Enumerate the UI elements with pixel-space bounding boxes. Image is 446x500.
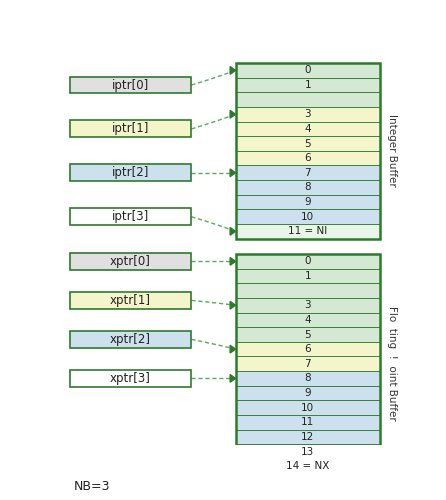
Text: 7: 7 <box>304 168 311 178</box>
Text: 1: 1 <box>304 271 311 281</box>
FancyBboxPatch shape <box>235 180 380 194</box>
Text: 10: 10 <box>301 402 314 412</box>
FancyBboxPatch shape <box>70 120 191 138</box>
FancyBboxPatch shape <box>70 292 191 309</box>
FancyBboxPatch shape <box>70 76 191 94</box>
FancyBboxPatch shape <box>70 331 191 348</box>
FancyBboxPatch shape <box>235 136 380 151</box>
Polygon shape <box>230 258 235 265</box>
Text: 5: 5 <box>304 138 311 148</box>
Text: 1: 1 <box>304 80 311 90</box>
Text: 7: 7 <box>304 359 311 369</box>
Text: 0: 0 <box>304 66 311 76</box>
Text: 9: 9 <box>304 197 311 207</box>
FancyBboxPatch shape <box>235 356 380 371</box>
Polygon shape <box>230 374 235 382</box>
Text: 12: 12 <box>301 432 314 442</box>
FancyBboxPatch shape <box>70 208 191 225</box>
FancyBboxPatch shape <box>235 254 380 268</box>
FancyBboxPatch shape <box>235 400 380 415</box>
FancyBboxPatch shape <box>235 122 380 136</box>
Text: 0: 0 <box>304 256 311 266</box>
Text: iptr[2]: iptr[2] <box>112 166 149 179</box>
FancyBboxPatch shape <box>235 63 380 78</box>
Polygon shape <box>230 228 235 235</box>
FancyBboxPatch shape <box>235 268 380 283</box>
Text: 11: 11 <box>301 418 314 428</box>
FancyBboxPatch shape <box>235 327 380 342</box>
FancyBboxPatch shape <box>235 298 380 312</box>
FancyBboxPatch shape <box>235 224 380 238</box>
Text: 8: 8 <box>304 182 311 192</box>
FancyBboxPatch shape <box>235 284 380 298</box>
Text: Integer Buffer: Integer Buffer <box>387 114 397 187</box>
Text: xptr[3]: xptr[3] <box>110 372 151 385</box>
FancyBboxPatch shape <box>235 107 380 122</box>
Text: 6: 6 <box>304 153 311 163</box>
FancyBboxPatch shape <box>235 210 380 224</box>
FancyBboxPatch shape <box>235 459 380 473</box>
Text: iptr[1]: iptr[1] <box>112 122 149 136</box>
Text: 4: 4 <box>304 124 311 134</box>
Text: 11 = NI: 11 = NI <box>288 226 327 236</box>
Text: 4: 4 <box>304 315 311 325</box>
Text: 5: 5 <box>304 330 311 340</box>
FancyBboxPatch shape <box>70 370 191 387</box>
Text: 9: 9 <box>304 388 311 398</box>
Polygon shape <box>230 302 235 309</box>
FancyBboxPatch shape <box>235 342 380 356</box>
FancyBboxPatch shape <box>235 430 380 444</box>
Text: 10: 10 <box>301 212 314 222</box>
FancyBboxPatch shape <box>235 444 380 459</box>
Text: 3: 3 <box>304 300 311 310</box>
Text: xptr[1]: xptr[1] <box>110 294 151 307</box>
FancyBboxPatch shape <box>235 78 380 92</box>
FancyBboxPatch shape <box>235 386 380 400</box>
Polygon shape <box>230 346 235 353</box>
Text: iptr[3]: iptr[3] <box>112 210 149 223</box>
FancyBboxPatch shape <box>235 415 380 430</box>
Text: iptr[0]: iptr[0] <box>112 78 149 92</box>
Text: xptr[2]: xptr[2] <box>110 333 151 346</box>
FancyBboxPatch shape <box>235 151 380 166</box>
FancyBboxPatch shape <box>235 312 380 327</box>
Text: 8: 8 <box>304 374 311 384</box>
FancyBboxPatch shape <box>235 166 380 180</box>
Text: Flo  ting  !  oint Buffer: Flo ting ! oint Buffer <box>387 306 397 421</box>
Text: xptr[0]: xptr[0] <box>110 255 151 268</box>
FancyBboxPatch shape <box>235 194 380 210</box>
FancyBboxPatch shape <box>70 253 191 270</box>
Text: 3: 3 <box>304 110 311 120</box>
Polygon shape <box>230 169 235 176</box>
Text: 13: 13 <box>301 446 314 456</box>
Polygon shape <box>230 66 235 74</box>
Polygon shape <box>230 110 235 118</box>
FancyBboxPatch shape <box>235 92 380 107</box>
Text: NB=3: NB=3 <box>74 480 110 492</box>
Text: 14 = NX: 14 = NX <box>286 461 329 471</box>
FancyBboxPatch shape <box>235 371 380 386</box>
FancyBboxPatch shape <box>70 164 191 182</box>
Text: 6: 6 <box>304 344 311 354</box>
